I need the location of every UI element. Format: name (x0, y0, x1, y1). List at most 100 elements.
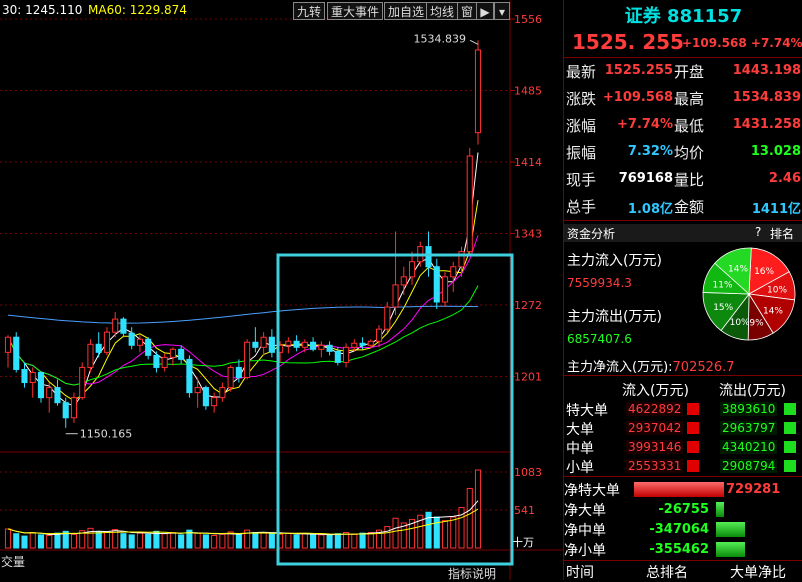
ma60-legend: MA60: 1229.874 (88, 3, 187, 17)
outflow-swatch (784, 422, 796, 434)
jiuzhuan-button[interactable]: 九转 (293, 2, 326, 20)
candle-body (343, 346, 350, 363)
quote-value: 1525.255 (604, 63, 673, 78)
volume-bar (21, 535, 28, 549)
candle-body (29, 371, 36, 384)
outflow-swatch (784, 460, 796, 472)
high-marker (469, 39, 479, 45)
pie-slice (714, 247, 752, 295)
main-inflow-value: 7559934.3 (567, 276, 632, 290)
avg-line-button[interactable]: 均线 (426, 2, 459, 20)
volume-bar (343, 532, 350, 549)
candle-body (153, 354, 160, 368)
candle-body (384, 306, 391, 330)
volume-bar (37, 534, 45, 549)
help-icon[interactable]: ? (755, 225, 762, 239)
chevron-down-icon[interactable]: ▾ (494, 2, 510, 20)
volume-bar (310, 533, 317, 549)
main-outflow-label: 主力流出(万元) (567, 309, 662, 325)
candle-body (145, 338, 152, 356)
volume-bar (244, 529, 251, 549)
candle-body (95, 343, 102, 353)
volume-tick-label: 541 (514, 504, 535, 517)
rank-tab[interactable]: 大单净比 (730, 565, 786, 581)
volume-bar (194, 532, 201, 549)
price-tick-label: 1201 (514, 371, 542, 384)
volume-bar (425, 511, 432, 549)
play-arrow-icon[interactable]: ▶ (476, 2, 494, 20)
net-order-type: 净中单 (564, 523, 606, 539)
candle-body (112, 318, 119, 333)
rank-tab[interactable]: 总排名 (646, 565, 688, 581)
quote-label: 振幅 (566, 144, 597, 162)
volume-bar (46, 534, 53, 549)
candle-body (425, 246, 432, 268)
price-change: +109.568 +7.74% (682, 36, 802, 50)
window-button[interactable]: 窗 (457, 2, 478, 20)
volume-bar (79, 530, 86, 549)
candle-body (244, 341, 251, 379)
volume-bar (450, 516, 457, 549)
net-inflow-label: 主力净流入(万元):702526.7 (567, 356, 735, 375)
candlestick-chart[interactable]: 1556 1485 1414 1343 1272 1201 1083 541 十万 1534.83… (0, 0, 563, 580)
volume-bar (128, 534, 135, 549)
candle-body (408, 261, 416, 278)
candle-body (87, 343, 94, 368)
volume-bar (417, 514, 424, 549)
inflow-swatch (687, 422, 699, 434)
candle-body (450, 266, 457, 278)
rank-tab[interactable]: 时间 (566, 565, 594, 581)
net-bar-positive (634, 482, 724, 497)
indicator-help-link: 指标说明 (448, 566, 496, 580)
quote-value: 1443.198 (732, 63, 801, 78)
last-price: 1525. 255 (572, 30, 684, 54)
candle-body (21, 368, 28, 384)
order-row: 中单 3993146 4340210 (564, 438, 802, 457)
candle-body (260, 336, 267, 348)
quote-value: 1431.258 (732, 117, 801, 132)
price-tick-label: 1485 (514, 85, 542, 98)
candle-body (334, 350, 341, 363)
pie-label: 15% (713, 303, 733, 313)
volume-bar (153, 530, 160, 549)
order-type: 大单 (566, 422, 594, 438)
volume-ma-line (7, 508, 479, 535)
candle-body (62, 402, 69, 419)
major-events-button[interactable]: 重大事件 (327, 2, 384, 20)
volume-bar (400, 522, 407, 549)
volume-bar (235, 533, 242, 549)
volume-bar (433, 516, 440, 549)
quote-value: 7.32% (627, 144, 673, 159)
inflow-swatch (687, 441, 699, 453)
inflow-column-header: 流入(万元) (622, 383, 689, 399)
ma30-legend: 30: 1245.110 (2, 3, 83, 17)
inflow-swatch (687, 460, 699, 472)
volume-bar (268, 533, 275, 549)
net-order-type: 净大单 (564, 503, 606, 519)
volume-bar (219, 533, 226, 549)
volume-bar (120, 533, 127, 549)
add-watchlist-button[interactable]: 加自选 (384, 2, 429, 20)
main-inflow-label: 主力流入(万元) (567, 253, 662, 269)
net-inflow-value: 702526.7 (672, 360, 735, 375)
quote-row: 总手 1.08亿 金额 1411亿 (564, 193, 802, 219)
volume-bar (474, 469, 482, 549)
volume-bar (252, 532, 259, 549)
candle-body (474, 49, 482, 134)
net-bar-negative (716, 522, 745, 537)
volume-bar (260, 532, 267, 549)
tab-rank[interactable]: 排名 (770, 227, 795, 241)
candle-body (37, 371, 45, 399)
pie-label: 9% (749, 319, 764, 329)
candle-body (400, 276, 407, 286)
order-row: 小单 2553331 2908794 (564, 457, 802, 476)
tab-fund-analysis[interactable]: 资金分析 (567, 227, 616, 241)
net-order-type: 净小单 (564, 543, 606, 559)
candle-body (227, 366, 234, 389)
candle-body (103, 331, 111, 353)
candle-body (194, 387, 201, 394)
order-inflow: 2553331 (626, 459, 684, 473)
volume-bar (169, 532, 176, 549)
candle-body (367, 340, 374, 346)
volume-bar (54, 532, 61, 549)
